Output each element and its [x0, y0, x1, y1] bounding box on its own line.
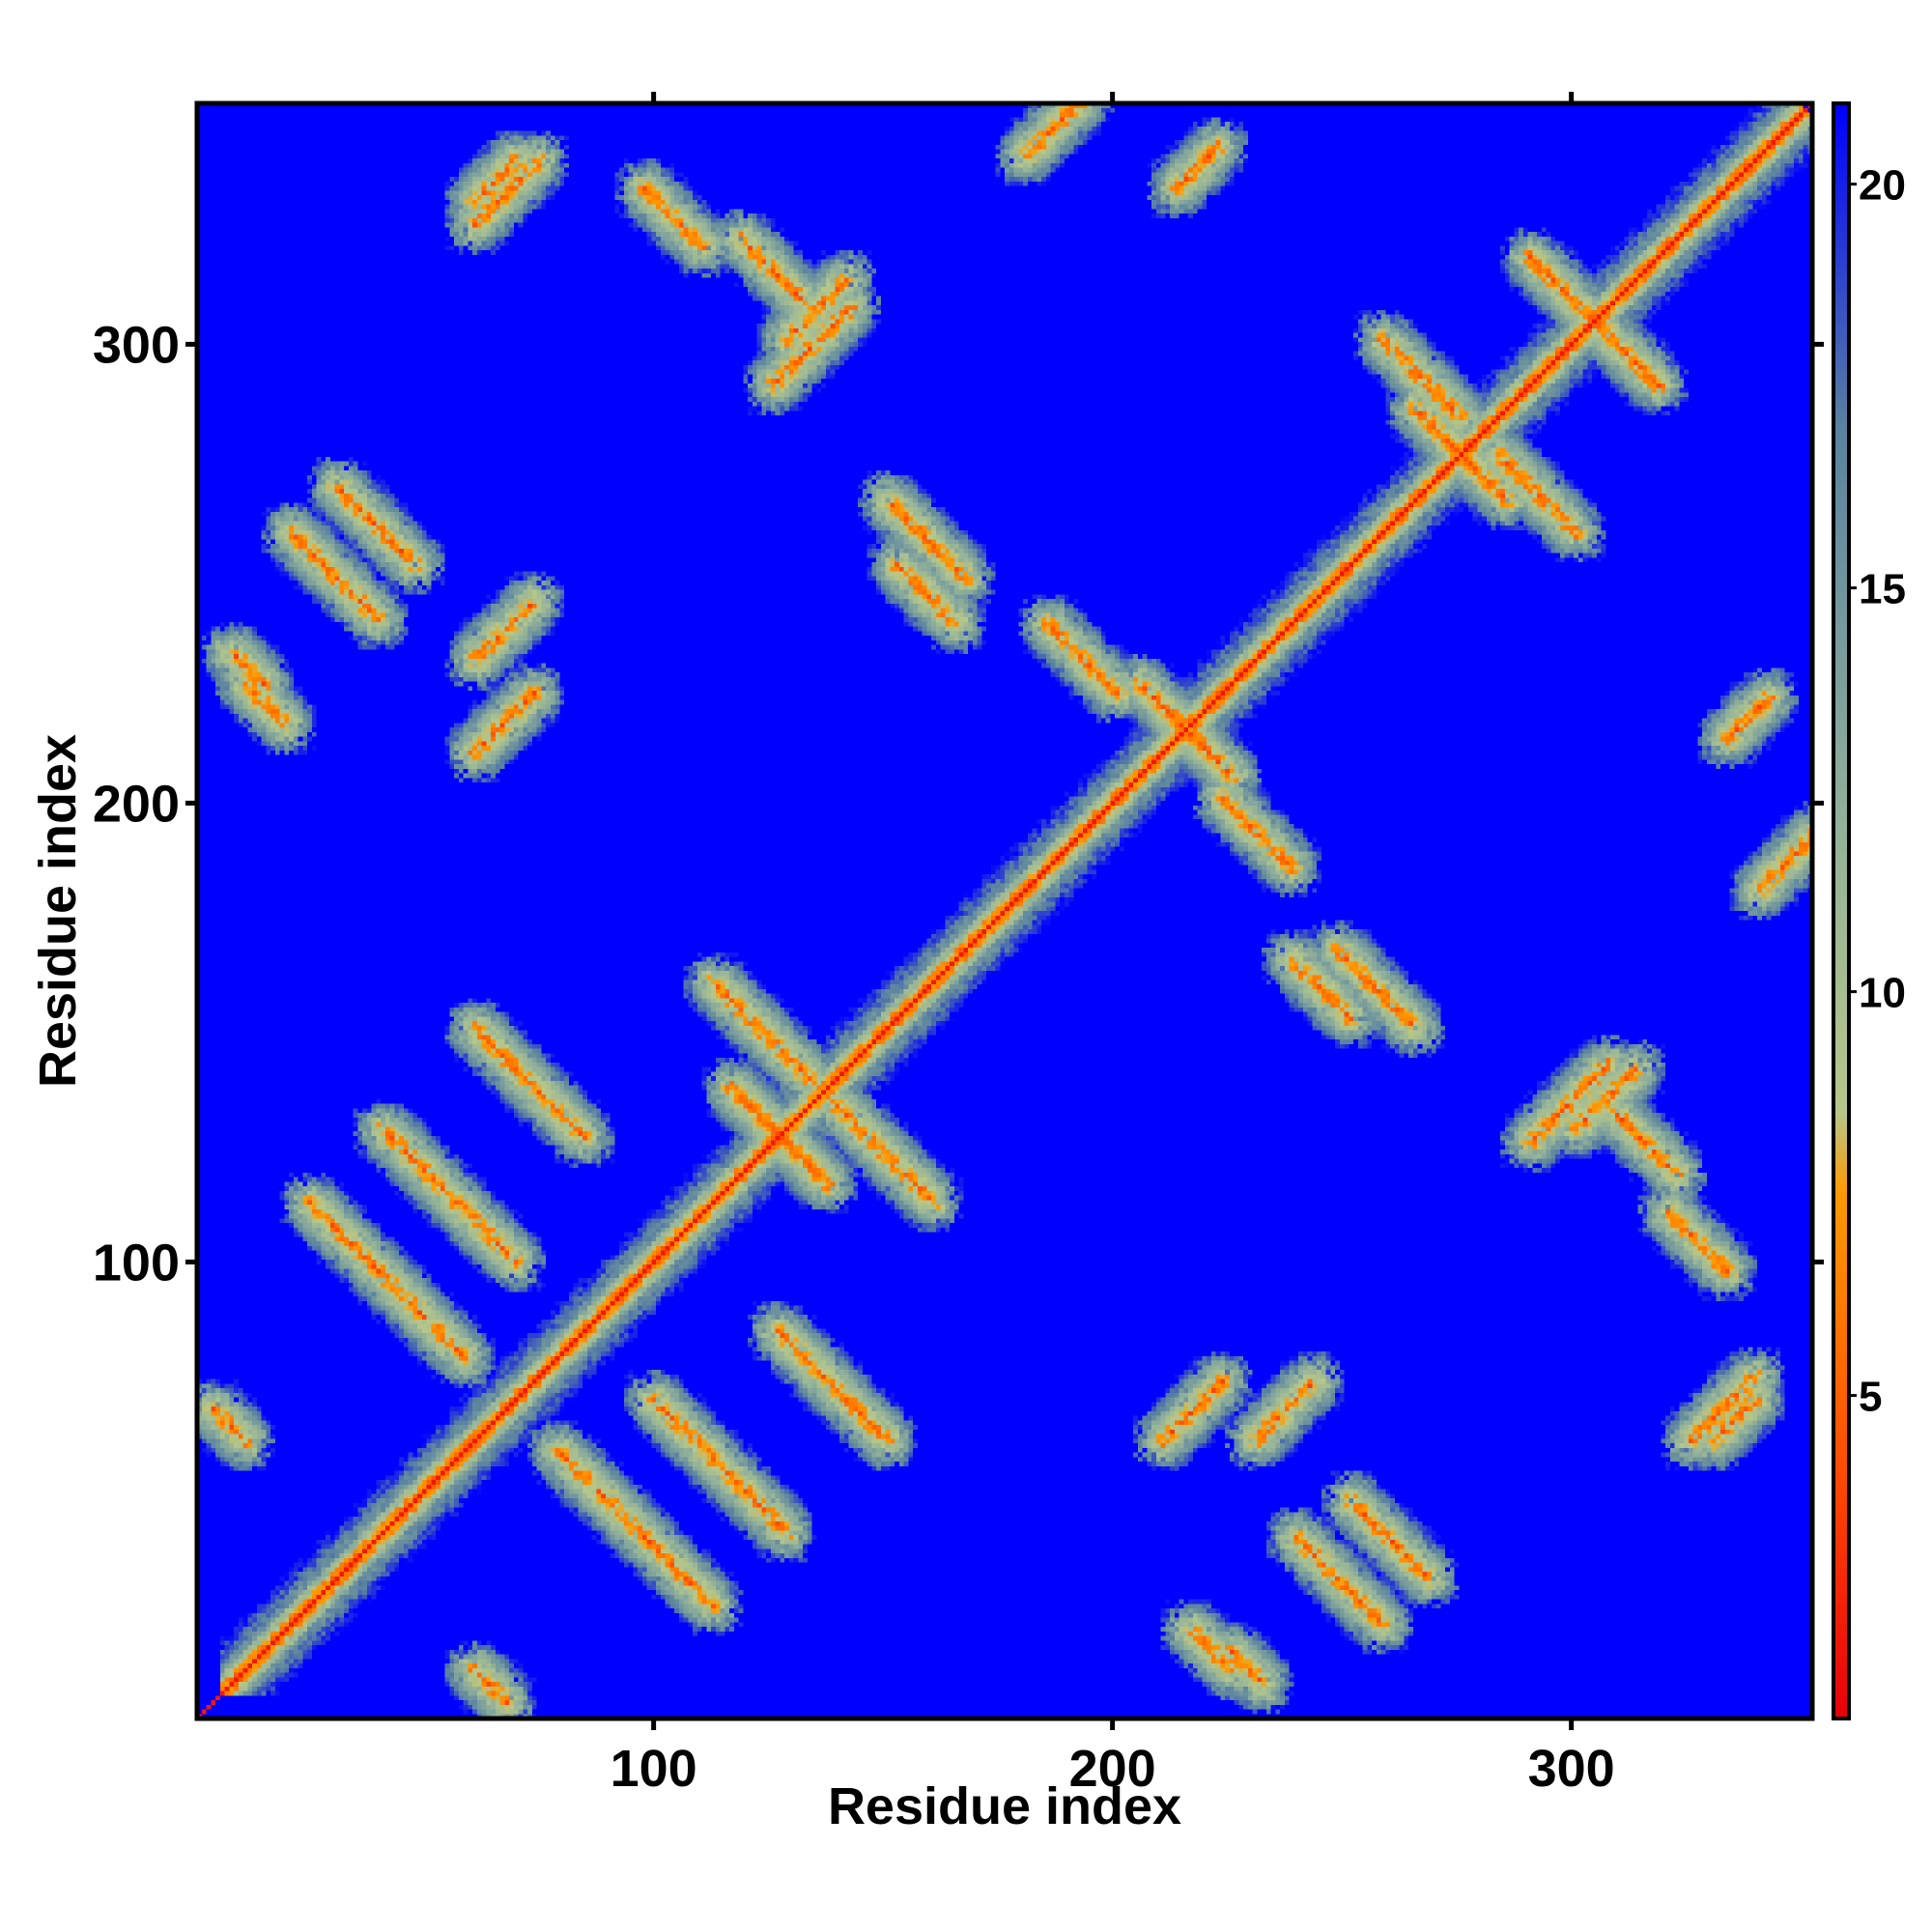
- plot-frame: [194, 100, 1815, 1721]
- y-axis-title: Residue index: [29, 734, 87, 1088]
- y-tick-label-100: 100: [93, 1234, 180, 1292]
- x-tick-label-300: 300: [1528, 1740, 1615, 1798]
- colorbar-tick-label-20: 20: [1859, 162, 1906, 210]
- x-axis-title: Residue index: [828, 1777, 1181, 1835]
- colorbar-tick-label-15: 15: [1859, 566, 1906, 613]
- x-axis-ticks: 100 200 300: [611, 92, 1615, 1798]
- colorbar-ticks: 5 10 15 20: [1849, 162, 1906, 1421]
- colorbar-tick-label-5: 5: [1859, 1374, 1882, 1421]
- x-tick-label-100: 100: [611, 1740, 697, 1798]
- heatmap-plot-area[interactable]: [197, 103, 1812, 1719]
- y-axis-ticks: 100 200 300: [93, 316, 1824, 1292]
- colorbar-container: [1833, 103, 1849, 1719]
- colorbar-frame: [1832, 101, 1851, 1720]
- heatmap-container: [197, 103, 1812, 1719]
- x-tick-label-200: 200: [1069, 1740, 1156, 1798]
- colorbar-tick-label-10: 10: [1859, 970, 1906, 1017]
- y-tick-label-200: 200: [93, 775, 180, 833]
- colorbar: [1833, 103, 1849, 1719]
- y-tick-label-300: 300: [93, 316, 180, 374]
